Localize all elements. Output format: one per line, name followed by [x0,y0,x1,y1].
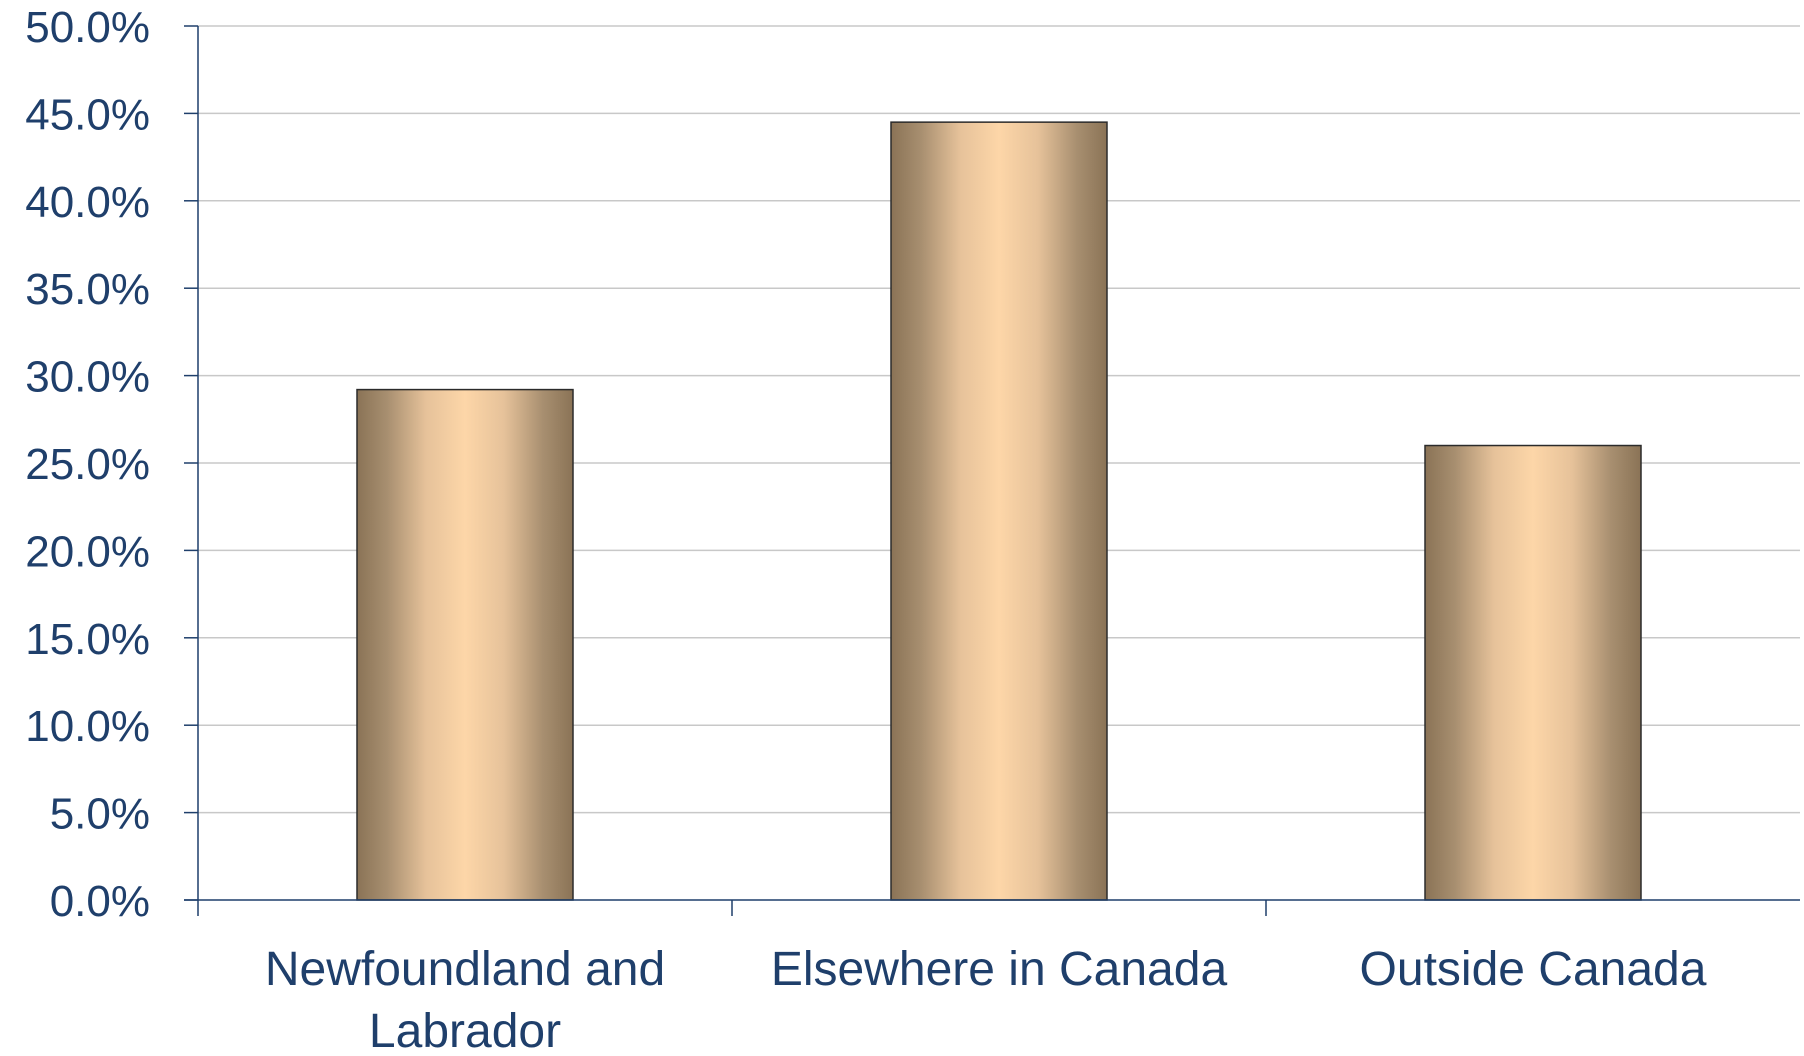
bar [890,121,1108,901]
y-tick-label: 5.0% [50,790,150,839]
x-category-label: Newfoundland and Labrador [265,943,665,1056]
y-tick-labels: 0.0% 5.0% 10.0% 15.0% 20.0% 25.0% 30.0% 35.0% 40… [25,3,150,926]
y-tick-label: 25.0% [25,440,150,489]
x-category-label: Outside Canada [1360,943,1707,996]
x-category-labels: Newfoundland and Labrador Elsewhere in Can… [265,943,1707,1056]
bar [1424,444,1642,901]
bars [356,121,1642,901]
x-category-label: Elsewhere in Canada [771,943,1228,996]
y-tick-label: 15.0% [25,615,150,664]
y-tick-label: 10.0% [25,702,150,751]
y-tick-label: 45.0% [25,90,150,139]
y-tick-label: 0.0% [50,877,150,926]
bar [356,388,574,901]
y-tick-label: 40.0% [25,178,150,227]
y-tick-label: 50.0% [25,3,150,52]
y-tick-label: 20.0% [25,527,150,576]
axes [184,25,1800,916]
y-tick-label: 35.0% [25,265,150,314]
y-tick-label: 30.0% [25,353,150,402]
